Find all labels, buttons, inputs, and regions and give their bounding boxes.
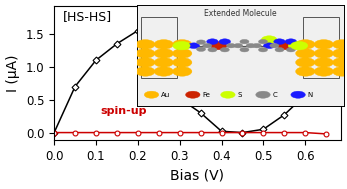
Circle shape xyxy=(208,47,217,52)
Circle shape xyxy=(136,58,155,67)
Circle shape xyxy=(291,91,305,98)
Circle shape xyxy=(314,67,333,76)
Circle shape xyxy=(136,40,155,49)
Circle shape xyxy=(314,49,333,58)
Circle shape xyxy=(286,47,295,52)
Circle shape xyxy=(203,43,212,48)
Text: S: S xyxy=(237,92,242,98)
Circle shape xyxy=(285,39,297,44)
Text: C: C xyxy=(272,92,277,98)
Circle shape xyxy=(259,40,268,44)
Circle shape xyxy=(256,91,270,98)
Circle shape xyxy=(172,49,192,58)
Circle shape xyxy=(252,43,261,48)
Bar xyxy=(303,17,339,77)
Circle shape xyxy=(261,36,277,43)
Circle shape xyxy=(314,40,333,49)
Circle shape xyxy=(275,47,284,52)
Circle shape xyxy=(234,43,243,48)
Circle shape xyxy=(227,43,236,48)
Text: Au: Au xyxy=(161,92,170,98)
Circle shape xyxy=(296,67,315,76)
Text: spin-up: spin-up xyxy=(100,106,146,116)
Circle shape xyxy=(154,67,174,76)
Circle shape xyxy=(332,58,347,67)
Circle shape xyxy=(136,67,155,76)
Circle shape xyxy=(240,47,249,52)
Circle shape xyxy=(196,40,206,44)
Circle shape xyxy=(332,40,347,49)
Text: [HS-HS]: [HS-HS] xyxy=(63,10,112,23)
Circle shape xyxy=(144,91,159,98)
X-axis label: Bias (V): Bias (V) xyxy=(170,169,225,183)
Circle shape xyxy=(173,41,190,50)
Circle shape xyxy=(278,42,294,50)
Circle shape xyxy=(332,49,347,58)
Circle shape xyxy=(240,40,249,44)
Y-axis label: I (μA): I (μA) xyxy=(6,55,20,92)
Circle shape xyxy=(288,42,304,50)
Circle shape xyxy=(274,39,285,44)
Circle shape xyxy=(296,58,315,67)
Circle shape xyxy=(207,39,218,44)
Circle shape xyxy=(196,47,206,51)
Circle shape xyxy=(296,49,315,58)
Circle shape xyxy=(154,58,174,67)
Circle shape xyxy=(210,42,227,50)
Circle shape xyxy=(154,40,174,49)
Text: spin-down: spin-down xyxy=(152,55,209,65)
Circle shape xyxy=(176,42,191,50)
Circle shape xyxy=(188,43,200,49)
Text: Fe: Fe xyxy=(202,92,210,98)
Circle shape xyxy=(263,43,275,49)
Circle shape xyxy=(172,58,192,67)
Circle shape xyxy=(172,67,192,76)
Bar xyxy=(141,17,177,77)
Circle shape xyxy=(219,39,231,44)
Circle shape xyxy=(172,40,192,49)
Circle shape xyxy=(290,41,308,50)
Circle shape xyxy=(259,47,268,52)
Circle shape xyxy=(314,58,333,67)
Text: N: N xyxy=(307,92,313,98)
Circle shape xyxy=(246,43,255,48)
Circle shape xyxy=(270,43,279,48)
Text: Extended Molecule: Extended Molecule xyxy=(204,9,277,18)
Circle shape xyxy=(296,40,315,49)
Circle shape xyxy=(186,91,200,98)
Circle shape xyxy=(136,49,155,58)
Circle shape xyxy=(221,91,235,98)
Circle shape xyxy=(332,67,347,76)
Circle shape xyxy=(220,47,229,52)
Circle shape xyxy=(154,49,174,58)
